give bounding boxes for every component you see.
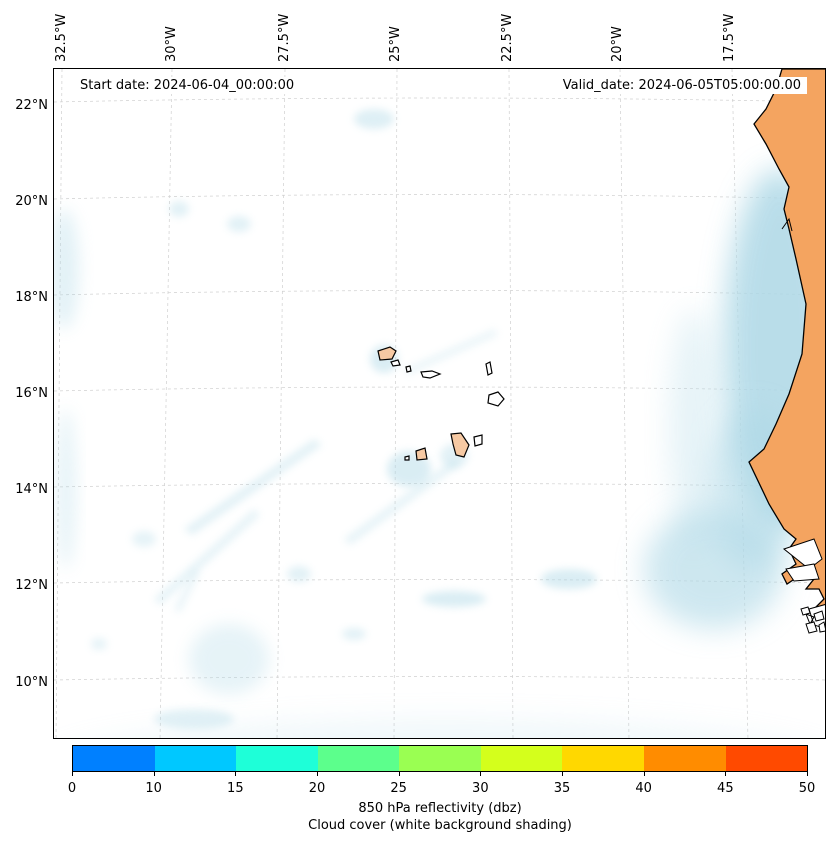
colorbar-tick [480,772,482,776]
lon-label-20w: 20°W [610,26,625,62]
colorbar-tick-label: 0 [67,781,77,796]
lon-label-17-5w: 17.5°W [722,13,737,62]
colorbar-tick-label: 35 [553,781,571,796]
colorbar [72,745,808,772]
lat-label-18n: 18°N [15,290,48,305]
lat-label-20n: 20°N [15,194,48,209]
lon-label-25w: 25°W [388,26,403,62]
colorbar-tick-label: 40 [635,781,652,796]
lon-label-27-5w: 27.5°W [277,13,292,62]
map-panel: Start date: 2024-06-04_00:00:00 Valid_da… [53,68,826,739]
colorbar-tick-label: 15 [227,781,244,796]
lat-label-22n: 22°N [15,98,48,113]
colorbar-segment [317,746,400,771]
colorbar-segment [236,746,318,771]
lon-label-30w: 30°W [164,26,179,62]
lat-label-10n: 10°N [15,675,48,690]
colorbar-tick [317,772,318,776]
colorbar-tick-label: 20 [308,781,326,796]
colorbar-segment [73,746,155,771]
colorbar-tick-label: 50 [798,781,816,796]
colorbar-tick [725,772,727,776]
lon-label-22-5w: 22.5°W [500,13,515,62]
valid-date-label: Valid_date: 2024-06-05T05:00:00.00 [556,77,807,94]
bissagos-islands [800,606,825,634]
west-africa-landmass [748,69,825,629]
colorbar-tick [807,772,808,776]
lon-label-32-5w: 32.5°W [54,13,69,62]
colorbar-segment [480,746,563,771]
map-canvas [54,69,825,738]
colorbar-tick-label: 45 [717,781,734,796]
colorbar-tick [643,772,645,776]
colorbar-segment [562,746,644,771]
start-date-label: Start date: 2024-06-04_00:00:00 [74,77,301,94]
colorbar-tick [562,772,563,776]
colorbar-tick [153,772,155,776]
colorbar-segment [725,746,808,771]
coast-detail [781,217,793,232]
colorbar-tick-label: 25 [390,781,407,796]
lat-label-16n: 16°N [15,386,48,401]
colorbar-segment [399,746,481,771]
colorbar-tick-label: 30 [472,781,489,796]
colorbar-title: 850 hPa reflectivity (dbz) [358,801,522,816]
colorbar-segment [643,746,726,771]
colorbar-subtitle: Cloud cover (white background shading) [308,818,572,833]
colorbar-tick-label: 10 [145,781,162,796]
lat-label-12n: 12°N [15,578,48,593]
colorbar-tick [72,772,73,776]
colorbar-tick [398,772,400,776]
colorbar-tick [235,772,237,776]
cape-verde-islands [377,346,505,461]
lat-label-14n: 14°N [15,482,48,497]
gridlines [54,69,825,738]
colorbar-segment [154,746,237,771]
